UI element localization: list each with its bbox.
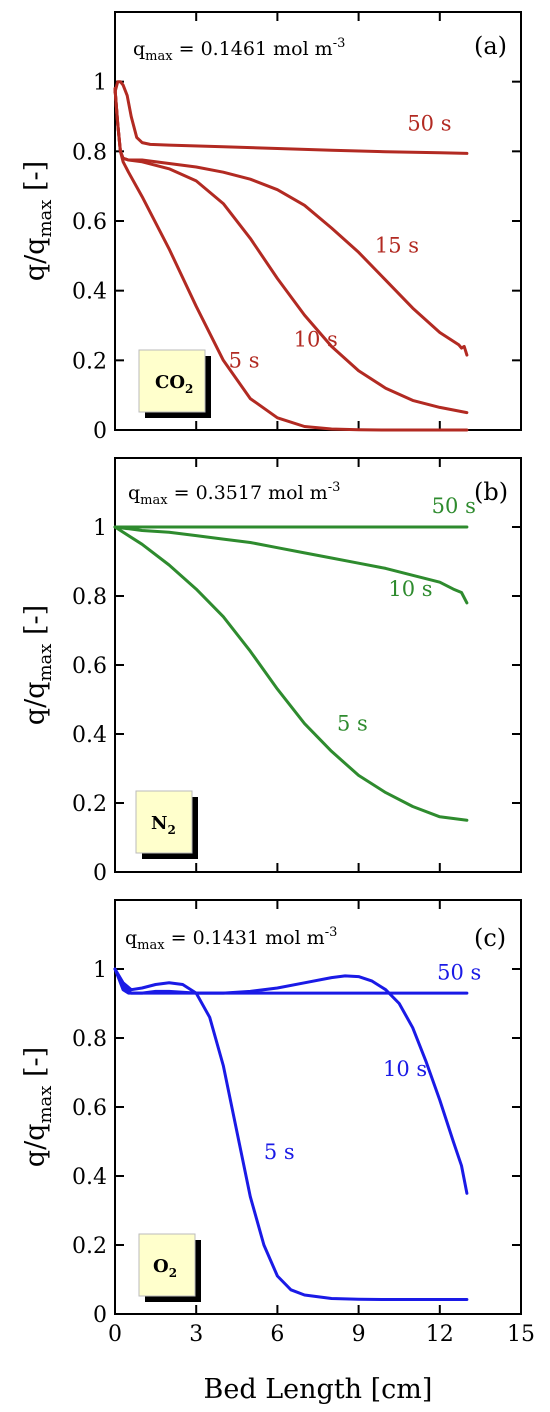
y-axis: 0 0.2 0.4 0.6 0.8 1 <box>72 958 521 1328</box>
panel-label: (c) <box>474 924 506 952</box>
series-line-10-s <box>113 967 469 1195</box>
x-axis: 0 3 6 9 12 15 <box>108 900 535 1347</box>
series-line-5-s <box>113 967 469 1301</box>
y-tick-label: 0.8 <box>72 140 107 165</box>
curve-labels: 50 s 10 s 5 s <box>337 494 476 735</box>
curves <box>113 967 469 1301</box>
x-tick-label: 9 <box>352 1322 366 1347</box>
x-tick-label: 12 <box>426 1322 454 1347</box>
y-axis-title: q/qmax [-] <box>20 161 56 281</box>
curve-labels: 50 s 10 s 5 s <box>264 960 481 1163</box>
panel-a: 0 0.2 0.4 0.6 0.8 1 50 s 15 s 10 s 5 s qmax = 0.… <box>20 11 522 444</box>
y-tick-label: 0.6 <box>72 654 107 679</box>
x-tick-label: 15 <box>507 1322 535 1347</box>
panel-c: 0 0.2 0.4 0.6 0.8 1 0 3 6 9 12 15 50 s 10 s 5 s qmax… <box>20 899 535 1347</box>
gas-label-main: O <box>153 1256 169 1277</box>
curves <box>113 80 469 432</box>
gas-label-sub: 2 <box>185 382 193 396</box>
gas-label-sub: 2 <box>167 823 175 837</box>
y-axis: 0 0.2 0.4 0.6 0.8 1 <box>72 516 521 886</box>
x-tick-label: 3 <box>189 1322 203 1347</box>
series-line-5-s <box>113 525 469 822</box>
y-tick-label: 0.8 <box>72 1027 107 1052</box>
y-tick-label: 0 <box>93 861 107 886</box>
series-label-10-s: 10 s <box>383 1057 427 1081</box>
qmax-annotation: qmax = 0.1461 mol m-3 <box>133 36 345 64</box>
y-tick-label: 0 <box>93 419 107 444</box>
y-tick-label: 0 <box>93 1303 107 1328</box>
y-axis-title: q/qmax [-] <box>20 605 56 725</box>
qmax-annotation: qmax = 0.1431 mol m-3 <box>125 925 337 953</box>
x-tick-label: 6 <box>270 1322 284 1347</box>
svg-text:N2: N2 <box>151 813 176 837</box>
y-axis: 0 0.2 0.4 0.6 0.8 1 <box>72 71 521 444</box>
series-line-5-s <box>113 87 469 432</box>
series-label-15-s: 15 s <box>375 233 419 257</box>
series-label-50-s: 50 s <box>437 960 481 984</box>
series-line-50-s <box>113 80 469 155</box>
gas-label-main: CO <box>155 372 185 393</box>
qmax-annotation: qmax = 0.3517 mol m-3 <box>128 480 340 508</box>
y-axis-title: q/qmax [-] <box>20 1047 56 1167</box>
series-label-5-s: 5 s <box>264 1140 295 1164</box>
panel-label: (b) <box>474 478 508 506</box>
curves <box>113 525 469 822</box>
x-axis-title: Bed Length [cm] <box>204 1374 433 1405</box>
gas-label-box: O2 <box>138 1233 201 1302</box>
x-axis <box>114 12 522 430</box>
y-tick-label: 1 <box>93 71 107 96</box>
series-label-5-s: 5 s <box>229 348 260 372</box>
y-tick-label: 0.2 <box>72 792 107 817</box>
y-tick-label: 0.4 <box>72 1165 107 1190</box>
gas-label-main: N <box>151 813 167 834</box>
y-tick-label: 0.2 <box>72 349 107 374</box>
curve-labels: 50 s 15 s 10 s 5 s <box>229 111 452 372</box>
y-tick-label: 1 <box>93 516 107 541</box>
panel-b: 0 0.2 0.4 0.6 0.8 1 50 s 10 s 5 s qmax = 0.3517… <box>20 457 522 886</box>
x-tick-label: 0 <box>108 1322 122 1347</box>
y-tick-label: 0.6 <box>72 210 107 235</box>
series-label-50-s: 50 s <box>432 494 476 518</box>
series-line-50-s <box>113 967 469 995</box>
series-label-10-s: 10 s <box>294 327 338 351</box>
series-label-10-s: 10 s <box>388 577 432 601</box>
series-line-10-s <box>113 525 469 605</box>
series-label-5-s: 5 s <box>337 712 368 736</box>
gas-label-sub: 2 <box>169 1266 177 1280</box>
gas-label-box: N2 <box>135 790 198 859</box>
y-tick-label: 0.2 <box>72 1234 107 1259</box>
gas-label-box: CO2 <box>138 349 211 418</box>
x-axis <box>114 458 522 872</box>
y-tick-label: 0.8 <box>72 585 107 610</box>
y-tick-label: 0.4 <box>72 723 107 748</box>
svg-text:CO2: CO2 <box>155 372 193 396</box>
series-label-50-s: 50 s <box>407 111 451 135</box>
panel-label: (a) <box>474 32 507 60</box>
y-tick-label: 1 <box>93 958 107 983</box>
y-tick-label: 0.4 <box>72 280 107 305</box>
svg-text:O2: O2 <box>153 1256 177 1280</box>
y-tick-label: 0.6 <box>72 1096 107 1121</box>
